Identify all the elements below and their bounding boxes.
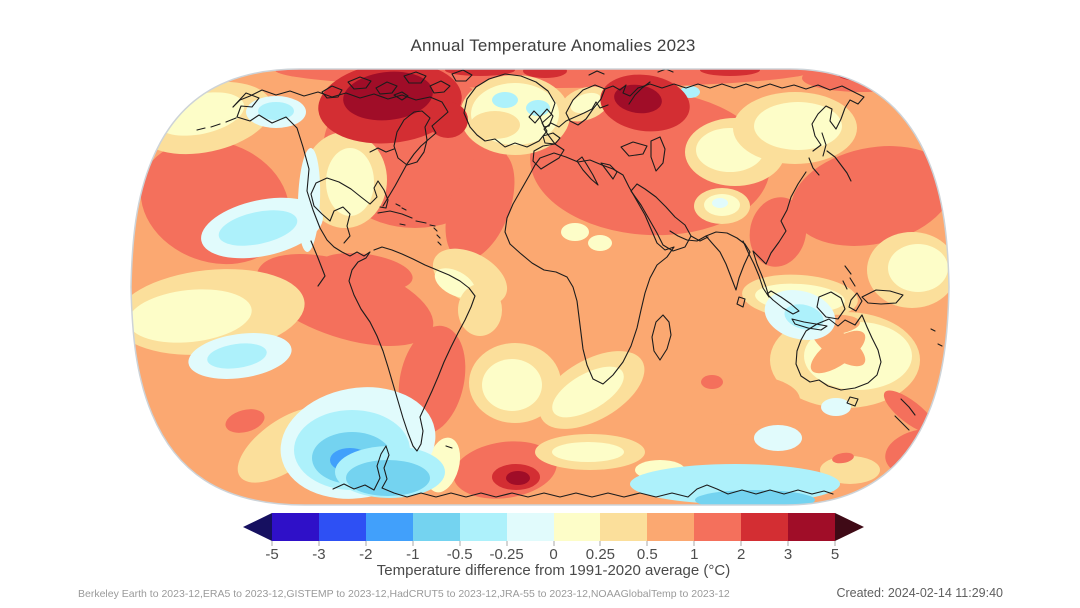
coastlines-layer xyxy=(196,69,943,498)
colorbar-segment xyxy=(647,513,695,541)
colorbar-under-arrow xyxy=(243,513,272,541)
colorbar-tickmark xyxy=(787,541,789,546)
colorbar-tick-label: 0.25 xyxy=(585,546,616,563)
page-title: Annual Temperature Anomalies 2023 xyxy=(410,36,696,55)
colorbar-tickmark xyxy=(506,541,508,546)
data-sources-note: Berkeley Earth to 2023-12,ERA5 to 2023-1… xyxy=(78,588,730,600)
colorbar-tickmark xyxy=(599,541,601,546)
colorbar-tickmark xyxy=(318,541,320,546)
colorbar-tick-label: 1 xyxy=(690,546,699,563)
created-timestamp: Created: 2024-02-14 11:29:40 xyxy=(836,586,1003,600)
colorbar-tick-label: 0 xyxy=(549,546,558,563)
colorbar-tick-label: -0.25 xyxy=(489,546,524,563)
colorbar-segment xyxy=(272,513,319,541)
colorbar-tickmark xyxy=(693,541,695,546)
colorbar-tickmark xyxy=(365,541,367,546)
colorbar-tick-label: -3 xyxy=(312,546,326,563)
colorbar-tick-label: 5 xyxy=(830,546,840,563)
colorbar-tickmark xyxy=(271,541,273,546)
colorbar-tick-label: 2 xyxy=(736,546,746,563)
colorbar-tick-label: -2 xyxy=(359,546,373,563)
colorbar-tickmark xyxy=(459,541,461,546)
colorbar-segment xyxy=(788,513,836,541)
colorbar-segment xyxy=(412,513,460,541)
colorbar-segment xyxy=(694,513,742,541)
colorbar-ticks: -5 -3 -2 -1 -0.5 -0.25 0 0.25 0.5 1 2 3 5 xyxy=(265,541,839,563)
colorbar-tick-label: -0.5 xyxy=(446,546,473,563)
colorbar-tick-label: -1 xyxy=(406,546,420,563)
colorbar-segment xyxy=(506,513,554,541)
colorbar-tickmark xyxy=(646,541,648,546)
colorbar-tick-label: 0.5 xyxy=(636,546,658,563)
colorbar-segment xyxy=(553,513,601,541)
colorbar-segment xyxy=(318,513,366,541)
map-boundary xyxy=(130,68,950,506)
colorbar-tick-label: 3 xyxy=(783,546,793,563)
colorbar-tickmark xyxy=(740,541,742,546)
colorbar-segment xyxy=(600,513,648,541)
colorbar-segments xyxy=(272,513,836,541)
colorbar-tickmark xyxy=(834,541,836,546)
colorbar-over-arrow xyxy=(835,513,864,541)
colorbar-tickmark xyxy=(553,541,554,546)
colorbar-segment xyxy=(365,513,413,541)
colorbar-tick-label: -5 xyxy=(265,546,279,563)
colorbar-segment xyxy=(459,513,507,541)
colorbar-segment xyxy=(741,513,789,541)
colorbar-label: Temperature difference from 1991-2020 av… xyxy=(376,562,731,579)
colorbar-tickmark xyxy=(412,541,414,546)
